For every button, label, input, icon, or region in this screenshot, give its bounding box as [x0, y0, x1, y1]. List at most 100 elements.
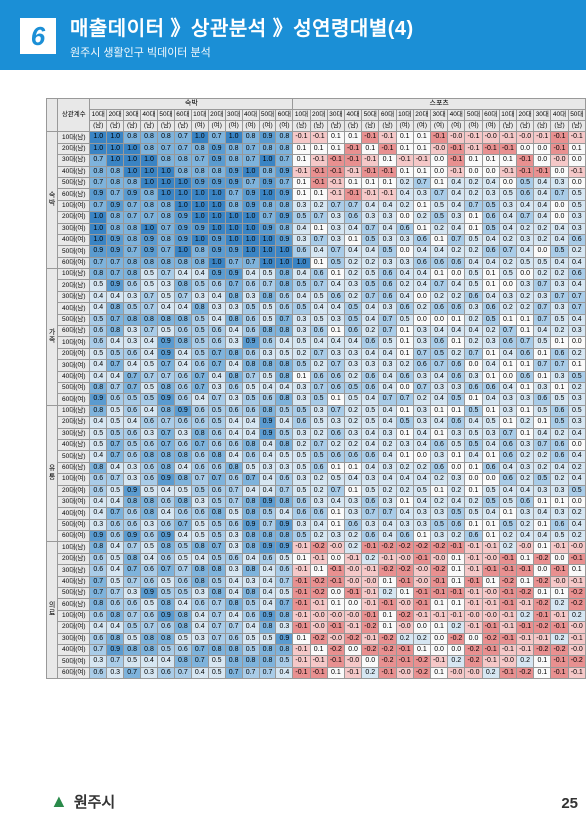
- corr-cell: -0.1: [413, 599, 430, 610]
- corr-cell: 0.2: [396, 177, 413, 188]
- corr-cell: 0.4: [259, 451, 276, 462]
- corr-cell: 0.7: [327, 200, 344, 211]
- corr-cell: 0.6: [242, 314, 259, 325]
- corr-cell: 0.4: [568, 428, 585, 439]
- corr-cell: 0.6: [225, 474, 242, 485]
- corr-cell: -0.0: [396, 622, 413, 633]
- section-number: 6: [20, 18, 56, 54]
- corr-cell: 0.4: [396, 508, 413, 519]
- corr-cell: 0.1: [396, 143, 413, 154]
- col-subheader: (남): [344, 121, 361, 132]
- corr-cell: 0.5: [430, 212, 447, 223]
- corr-cell: 0.4: [157, 656, 174, 667]
- corr-cell: 0.4: [534, 189, 551, 200]
- corr-cell: 1.0: [276, 246, 293, 257]
- corr-cell: 0.6: [379, 280, 396, 291]
- corr-cell: 0.3: [551, 303, 568, 314]
- corr-cell: 0.6: [208, 439, 225, 450]
- corr-cell: 0.8: [174, 337, 191, 348]
- corr-cell: 0.5: [448, 394, 465, 405]
- corr-cell: 0.4: [225, 417, 242, 428]
- corr-cell: 0.6: [396, 303, 413, 314]
- corr-cell: 0.8: [242, 588, 259, 599]
- corr-cell: 0.1: [448, 451, 465, 462]
- corr-cell: -0.2: [534, 622, 551, 633]
- corr-cell: -0.1: [448, 155, 465, 166]
- col-subheader: (남): [107, 121, 124, 132]
- corr-cell: 0.3: [396, 439, 413, 450]
- corr-cell: 0.3: [430, 451, 447, 462]
- corr-cell: 1.0: [242, 212, 259, 223]
- corr-cell: 0.3: [327, 314, 344, 325]
- corr-cell: 0.6: [90, 633, 107, 644]
- corr-cell: 0.5: [551, 394, 568, 405]
- corr-cell: 0.5: [293, 212, 310, 223]
- corr-cell: 0.2: [413, 303, 430, 314]
- corr-cell: 0.4: [90, 417, 107, 428]
- corr-cell: 0.3: [379, 212, 396, 223]
- corr-cell: 0.5: [465, 508, 482, 519]
- corr-cell: 0.5: [90, 280, 107, 291]
- corr-cell: 0.6: [448, 371, 465, 382]
- corr-cell: -0.1: [293, 565, 310, 576]
- corr-cell: 0.1: [448, 337, 465, 348]
- corr-cell: 0.8: [124, 234, 141, 245]
- corr-cell: 0.8: [191, 303, 208, 314]
- corr-cell: 0.4: [276, 337, 293, 348]
- corr-cell: 0.6: [124, 508, 141, 519]
- corr-cell: 0.3: [293, 314, 310, 325]
- corr-cell: 0.2: [344, 257, 361, 268]
- corr-cell: -0.1: [517, 155, 534, 166]
- corr-cell: 0.3: [413, 508, 430, 519]
- col-subheader: (남): [362, 121, 379, 132]
- corr-cell: 0.1: [551, 337, 568, 348]
- corr-cell: 0.5: [191, 326, 208, 337]
- corr-cell: 0.6: [157, 622, 174, 633]
- row-label: 10대(여): [58, 200, 90, 211]
- corr-cell: 0.6: [413, 257, 430, 268]
- corr-cell: 0.3: [293, 326, 310, 337]
- corr-cell: 0.7: [465, 348, 482, 359]
- corr-cell: 0.1: [568, 360, 585, 371]
- corr-cell: 0.0: [430, 644, 447, 655]
- row-label: 40대(남): [58, 439, 90, 450]
- corr-cell: 0.4: [413, 439, 430, 450]
- corr-cell: 0.5: [242, 599, 259, 610]
- corr-cell: 0.7: [90, 177, 107, 188]
- corr-cell: 0.3: [465, 371, 482, 382]
- corr-cell: 0.8: [174, 155, 191, 166]
- corr-cell: 0.3: [310, 496, 327, 507]
- row-label: 60대(남): [58, 462, 90, 473]
- corr-cell: 0.6: [242, 348, 259, 359]
- col-header: 10대: [191, 110, 208, 121]
- corr-cell: -0.0: [482, 588, 499, 599]
- corr-cell: 0.5: [465, 428, 482, 439]
- corr-cell: 0.7: [413, 177, 430, 188]
- corr-cell: 0.9: [259, 132, 276, 143]
- col-subheader: (남): [90, 121, 107, 132]
- col-header: 20대: [310, 110, 327, 121]
- row-label: 50대(남): [58, 451, 90, 462]
- corr-cell: 0.8: [276, 280, 293, 291]
- col-subheader: (여): [396, 121, 413, 132]
- corr-cell: 0.3: [430, 531, 447, 542]
- corr-cell: 0.6: [157, 519, 174, 530]
- corr-cell: -0.1: [465, 553, 482, 564]
- corr-cell: 0.4: [141, 348, 158, 359]
- corr-cell: -0.2: [327, 644, 344, 655]
- corr-cell: 0.5: [208, 531, 225, 542]
- corr-cell: 0.8: [242, 565, 259, 576]
- corr-cell: 0.6: [208, 326, 225, 337]
- corr-cell: 0.3: [327, 234, 344, 245]
- corr-cell: 0.3: [276, 462, 293, 473]
- corr-cell: 0.2: [517, 223, 534, 234]
- corr-cell: 0.1: [396, 166, 413, 177]
- corr-cell: 0.8: [191, 166, 208, 177]
- corr-cell: 0.3: [448, 428, 465, 439]
- corr-cell: 0.6: [124, 519, 141, 530]
- corr-cell: -0.1: [413, 155, 430, 166]
- corr-cell: 0.0: [413, 291, 430, 302]
- corr-cell: 0.5: [157, 588, 174, 599]
- corr-cell: 0.6: [534, 394, 551, 405]
- corr-cell: 0.3: [396, 257, 413, 268]
